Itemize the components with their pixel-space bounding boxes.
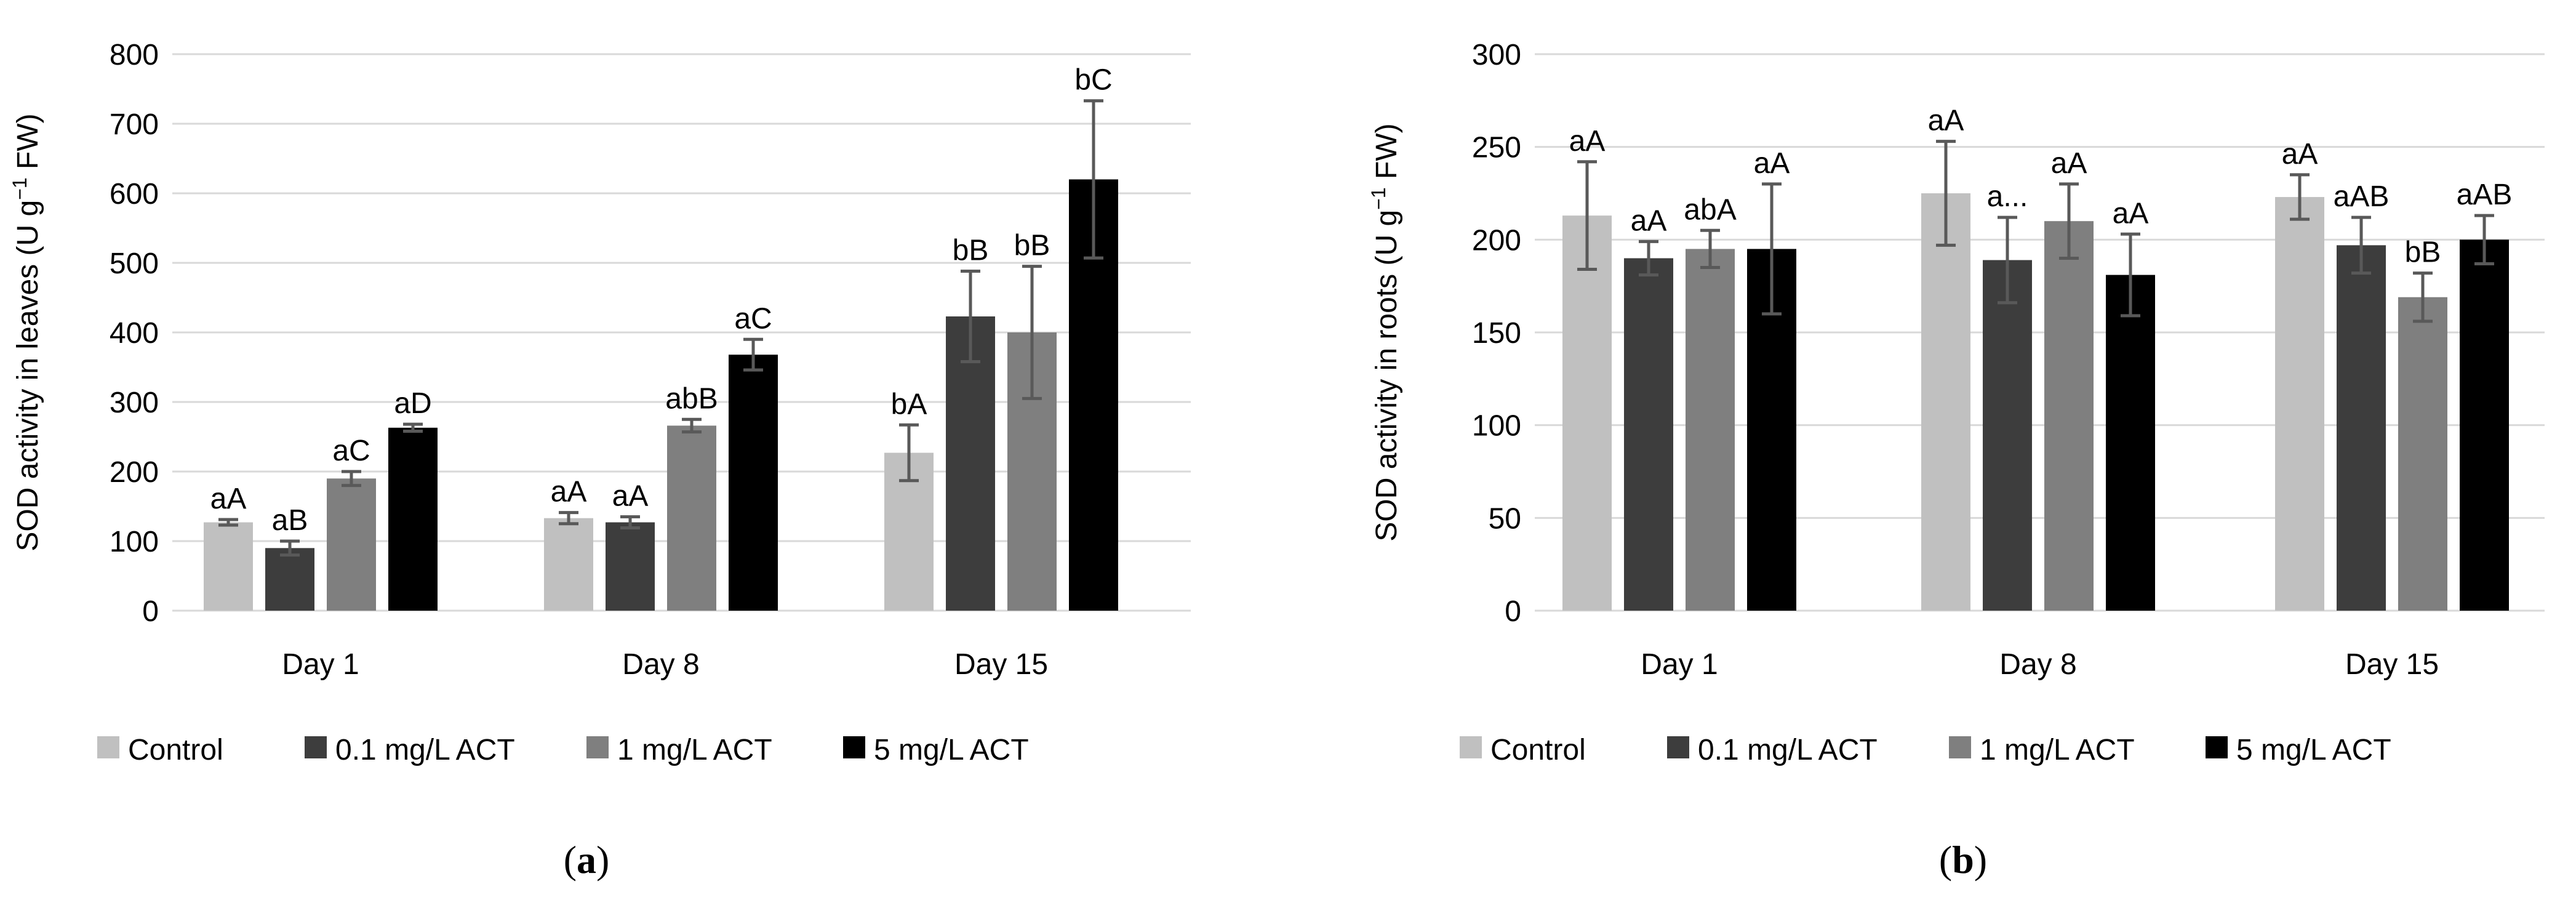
legend-label: 5 mg/L ACT bbox=[874, 734, 1029, 766]
legend-label: Control bbox=[1490, 734, 1586, 766]
significance-label: aA bbox=[2282, 138, 2318, 171]
x-tick-label: Day 8 bbox=[1999, 648, 2076, 681]
significance-label: aA bbox=[551, 476, 587, 508]
legend-label: 1 mg/L ACT bbox=[617, 734, 772, 766]
x-tick-label: Day 1 bbox=[282, 648, 359, 681]
bar bbox=[1624, 258, 1673, 611]
panel-caption: (b) bbox=[1939, 838, 1987, 882]
significance-label: aC bbox=[734, 302, 772, 335]
y-tick-label: 800 bbox=[110, 39, 159, 71]
significance-label: aA bbox=[2051, 147, 2087, 180]
bar bbox=[2275, 197, 2324, 611]
legend-label: Control bbox=[128, 734, 223, 766]
significance-label: aA bbox=[210, 483, 247, 515]
bar bbox=[2398, 297, 2447, 611]
significance-label: bC bbox=[1074, 64, 1112, 97]
significance-label: bB bbox=[2405, 236, 2441, 269]
bar bbox=[2106, 275, 2155, 611]
bar bbox=[667, 425, 716, 611]
panel-a-chart: 0 100 200 300 400 500 600 700 800 SOD activity in… bbox=[9, 39, 1191, 882]
bar bbox=[327, 478, 376, 611]
bar bbox=[544, 518, 593, 611]
significance-label: aA bbox=[612, 480, 649, 512]
legend-label: 1 mg/L ACT bbox=[1980, 734, 2135, 766]
panel-caption: (a) bbox=[564, 838, 610, 882]
significance-label: aAB bbox=[2334, 180, 2390, 213]
bar bbox=[265, 548, 314, 611]
significance-label: aA bbox=[1569, 125, 1606, 158]
bar bbox=[606, 522, 655, 611]
y-tick-label: 0 bbox=[1505, 595, 1521, 628]
panel-b-chart: 0 50 100 150 200 250 300 SOD activity in roots … bbox=[1367, 39, 2545, 882]
legend-label: 0.1 mg/L ACT bbox=[335, 734, 515, 766]
bar bbox=[946, 316, 995, 611]
y-tick-label: 600 bbox=[110, 178, 159, 211]
significance-label: bB bbox=[1014, 230, 1050, 262]
y-tick-label: 300 bbox=[1472, 39, 1521, 71]
y-tick-label: 0 bbox=[142, 595, 159, 628]
bar bbox=[1686, 249, 1735, 611]
significance-label: aA bbox=[1631, 204, 1667, 237]
legend-swatch bbox=[1460, 736, 1482, 758]
legend-swatch bbox=[1667, 736, 1689, 758]
x-tick-label: Day 15 bbox=[954, 648, 1048, 681]
y-tick-label: 100 bbox=[1472, 410, 1521, 443]
y-axis-title: SOD activity in roots (U g−1 FW) bbox=[1367, 123, 1403, 541]
x-tick-label: Day 8 bbox=[622, 648, 699, 681]
legend-swatch bbox=[97, 736, 119, 758]
legend-swatch bbox=[1949, 736, 1971, 758]
significance-label: abB bbox=[665, 382, 718, 415]
y-tick-label: 150 bbox=[1472, 317, 1521, 350]
y-tick-label: 500 bbox=[110, 247, 159, 280]
y-tick-label: 250 bbox=[1472, 132, 1521, 164]
significance-label: aD bbox=[394, 387, 431, 420]
significance-label: aAB bbox=[2457, 179, 2513, 211]
y-tick-label: 100 bbox=[110, 526, 159, 558]
bar bbox=[2337, 245, 2386, 611]
significance-label: aA bbox=[1754, 147, 1790, 180]
bar bbox=[1562, 215, 1612, 611]
y-tick-label: 300 bbox=[110, 387, 159, 419]
y-tick-label: 50 bbox=[1489, 502, 1521, 535]
significance-label: aA bbox=[1928, 105, 1964, 137]
y-tick-label: 400 bbox=[110, 317, 159, 350]
y-axis-title: SOD activity in leaves (U g−1 FW) bbox=[9, 113, 44, 551]
legend-swatch bbox=[305, 736, 327, 758]
significance-label: bB bbox=[953, 235, 989, 267]
significance-label: aC bbox=[332, 435, 370, 467]
bar bbox=[1983, 260, 2032, 611]
significance-label: aB bbox=[272, 504, 308, 537]
bar bbox=[388, 427, 438, 611]
significance-label: abA bbox=[1684, 193, 1736, 226]
significance-label: bA bbox=[891, 388, 927, 420]
bar bbox=[729, 355, 778, 611]
legend-swatch bbox=[843, 736, 865, 758]
bar bbox=[2460, 239, 2509, 611]
legend-label: 5 mg/L ACT bbox=[2236, 734, 2391, 766]
y-tick-label: 700 bbox=[110, 108, 159, 141]
y-tick-label: 200 bbox=[110, 456, 159, 489]
bar bbox=[2044, 221, 2094, 611]
significance-label: a... bbox=[1987, 180, 2028, 213]
legend-swatch bbox=[586, 736, 609, 758]
legend-label: 0.1 mg/L ACT bbox=[1698, 734, 1878, 766]
bar bbox=[204, 522, 253, 611]
bar bbox=[1921, 193, 1970, 611]
legend-swatch bbox=[2206, 736, 2228, 758]
x-tick-label: Day 1 bbox=[1641, 648, 1718, 681]
x-tick-label: Day 15 bbox=[2345, 648, 2439, 681]
significance-label: aA bbox=[2113, 197, 2149, 230]
y-tick-label: 200 bbox=[1472, 224, 1521, 257]
